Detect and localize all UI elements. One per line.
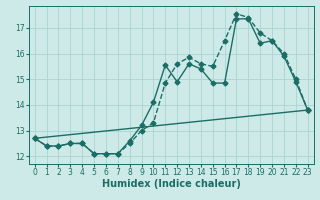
X-axis label: Humidex (Indice chaleur): Humidex (Indice chaleur) <box>102 179 241 189</box>
